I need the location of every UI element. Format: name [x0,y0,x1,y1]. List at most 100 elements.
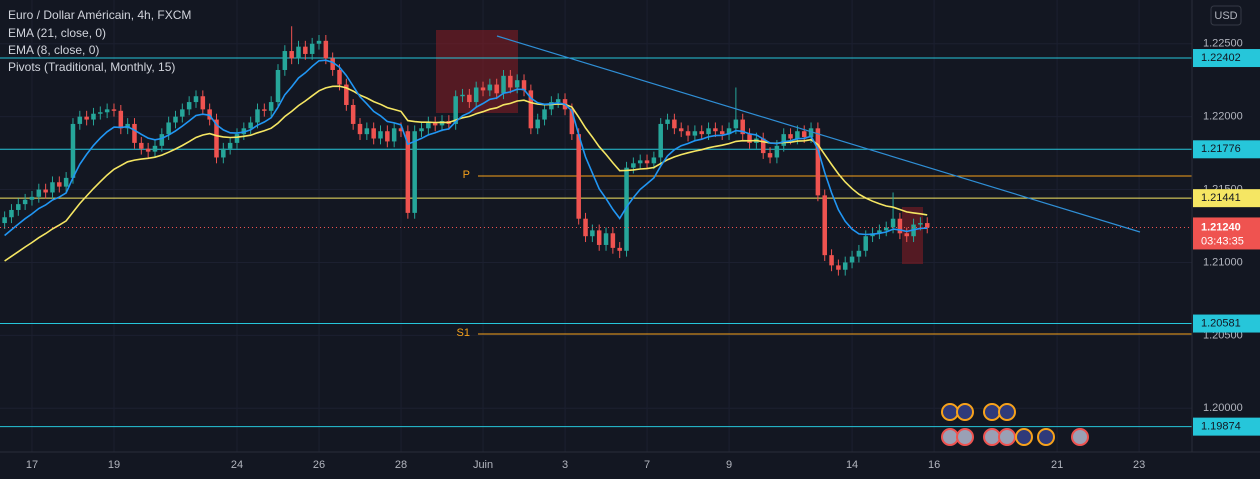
candle-body [398,128,404,132]
candle-body [248,122,253,129]
x-tick-label: 26 [313,459,325,471]
candle-body [781,134,786,146]
candle-body [480,87,486,91]
candle-body [726,128,732,135]
trend-line [496,35,1141,233]
candle-body [699,131,704,135]
candle-body [63,177,69,187]
y-tick-label: 1.22000 [1203,111,1243,123]
event-icon [983,428,1001,446]
candle-body [70,123,76,178]
candle-body [91,113,96,120]
candle-body [330,58,335,70]
candle-body [842,262,848,270]
price-label-box [1193,217,1260,250]
candle-body [658,123,663,158]
candle-body [412,131,417,213]
candle-body [822,195,827,256]
candle-body [856,250,862,257]
candle-body [36,189,42,197]
candle-body [296,46,301,59]
level-label: 1.21776 [1201,143,1241,155]
y-tick-label: 1.22500 [1203,38,1243,50]
candle-body [576,134,581,219]
event-icon [956,428,974,446]
candle-body [371,128,376,139]
candle-body [767,153,773,158]
candle-body [555,99,561,103]
candle-body [617,247,622,251]
candle-body [685,131,691,136]
candle-body [200,96,206,110]
candle-body [84,116,89,120]
y-tick-label: 1.21000 [1203,256,1243,268]
x-tick-label: Juin [473,459,493,471]
level-label-box [1193,314,1260,333]
candle-body [22,199,28,205]
x-tick-label: 19 [108,459,120,471]
x-tick-label: 17 [26,459,38,471]
candle-body [904,233,909,237]
event-icon [941,403,959,421]
x-tick-label: 14 [846,459,858,471]
level-label: 1.20581 [1201,317,1241,329]
event-icon [956,403,974,421]
candle-body [508,75,513,88]
legend-entry: EMA (21, close, 0) [8,26,106,40]
candle-body [631,163,636,168]
candle-body [836,265,841,270]
candle-body [9,209,14,218]
candle-body [152,145,158,152]
x-tick-label: 3 [562,459,568,471]
candle-body [719,131,725,135]
candle-body [186,102,192,110]
candle-body [350,104,356,124]
level-label-box [1193,417,1260,436]
candle-body [289,51,294,59]
candle-body [829,255,834,266]
candle-body [528,90,534,129]
x-tick-label: 7 [644,459,650,471]
level-label: 1.22402 [1201,52,1241,64]
candle-body [207,109,212,120]
candle-body [173,116,178,123]
candle-body [521,80,527,91]
candle-body [282,51,288,70]
candle-body [57,182,62,187]
candle-body [337,69,342,85]
event-icon [1015,428,1033,446]
candle-body [924,223,930,228]
candle-body [514,80,520,88]
candle-body [378,131,383,139]
legend-entry: EMA (8, close, 0) [8,43,99,57]
currency-box[interactable] [1210,5,1242,26]
candle-body [808,128,814,138]
candle-body [111,109,117,111]
candle-body [214,119,219,158]
candle-body [316,40,322,44]
candle-body [234,134,240,143]
candle-body [549,102,554,110]
axes: 1.200001.205001.210001.215001.220001.225… [26,38,1260,471]
candle-body [309,43,315,54]
candle-body [583,218,588,237]
chart-title: Euro / Dollar Américain, 4h, FXCM [8,8,191,22]
candle-body [801,131,807,138]
candle-body [2,217,7,224]
candle-body [77,116,83,124]
currency[interactable]: USD [1214,10,1237,22]
candle-body [569,109,575,135]
countdown: 03:43:35 [1201,235,1244,247]
candle-body [542,109,547,120]
candle-body [104,109,110,113]
candle-body [460,94,465,97]
candle-body [303,46,308,54]
candle-body [221,148,226,158]
candle-body [139,142,144,149]
x-tick-label: 16 [928,459,940,471]
candle-body [391,128,397,142]
candle-body [815,128,821,196]
legend-entry: Pivots (Traditional, Monthly, 15) [8,60,175,74]
ema-line [4,59,928,237]
candle-body [419,128,424,132]
